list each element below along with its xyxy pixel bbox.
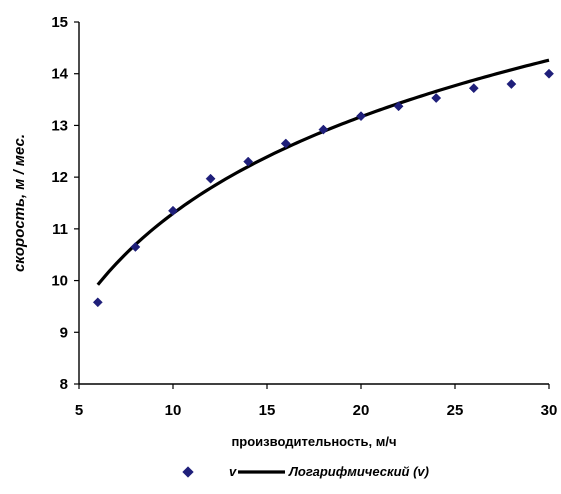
- x-tick-label: 10: [165, 402, 182, 419]
- series-layer: [92, 58, 554, 308]
- legend-label-trendline: Логарифмический (v): [288, 464, 429, 479]
- legend-marker-v: [182, 466, 194, 478]
- x-tick-label: 15: [259, 402, 276, 419]
- data-point-v: [393, 101, 404, 112]
- y-tick-label: 11: [52, 221, 68, 238]
- y-axis-title: скорость, м / мес.: [11, 134, 28, 272]
- data-point-v: [280, 138, 291, 149]
- data-point-v: [243, 156, 254, 167]
- trendline-curve: [96, 58, 550, 286]
- x-tick-label: 30: [541, 402, 558, 419]
- chart-axes: [78, 22, 549, 385]
- data-point-v: [356, 111, 366, 122]
- data-point-v: [130, 242, 141, 252]
- x-axis-title: производительность, м/ч: [231, 434, 396, 449]
- y-tick-label: 13: [51, 117, 68, 134]
- data-point-v: [168, 205, 178, 216]
- data-point-v: [318, 124, 329, 135]
- y-tick-label: 12: [51, 169, 68, 186]
- data-point-v: [431, 93, 442, 103]
- data-point-v: [506, 79, 517, 90]
- x-tick-label: 25: [447, 402, 464, 419]
- data-point-v: [468, 83, 479, 94]
- y-tick-label: 8: [60, 376, 68, 393]
- data-point-v: [205, 173, 216, 184]
- y-tick-label: 15: [51, 14, 68, 31]
- x-tick-label: 5: [75, 402, 83, 419]
- y-tick-label: 14: [51, 66, 68, 83]
- data-point-v: [92, 297, 103, 308]
- chart-legend: v Логарифмический (v): [182, 464, 429, 479]
- y-tick-label: 10: [51, 273, 68, 290]
- y-tick-label: 9: [60, 324, 68, 341]
- data-point-v: [544, 68, 554, 79]
- y-axis-ticks: 8 9 10 11 12 13 14 15: [51, 14, 79, 393]
- legend-label-v: v: [229, 464, 237, 479]
- x-axis-ticks: 5 10 15 20 25 30: [75, 384, 558, 419]
- x-tick-label: 20: [353, 402, 370, 419]
